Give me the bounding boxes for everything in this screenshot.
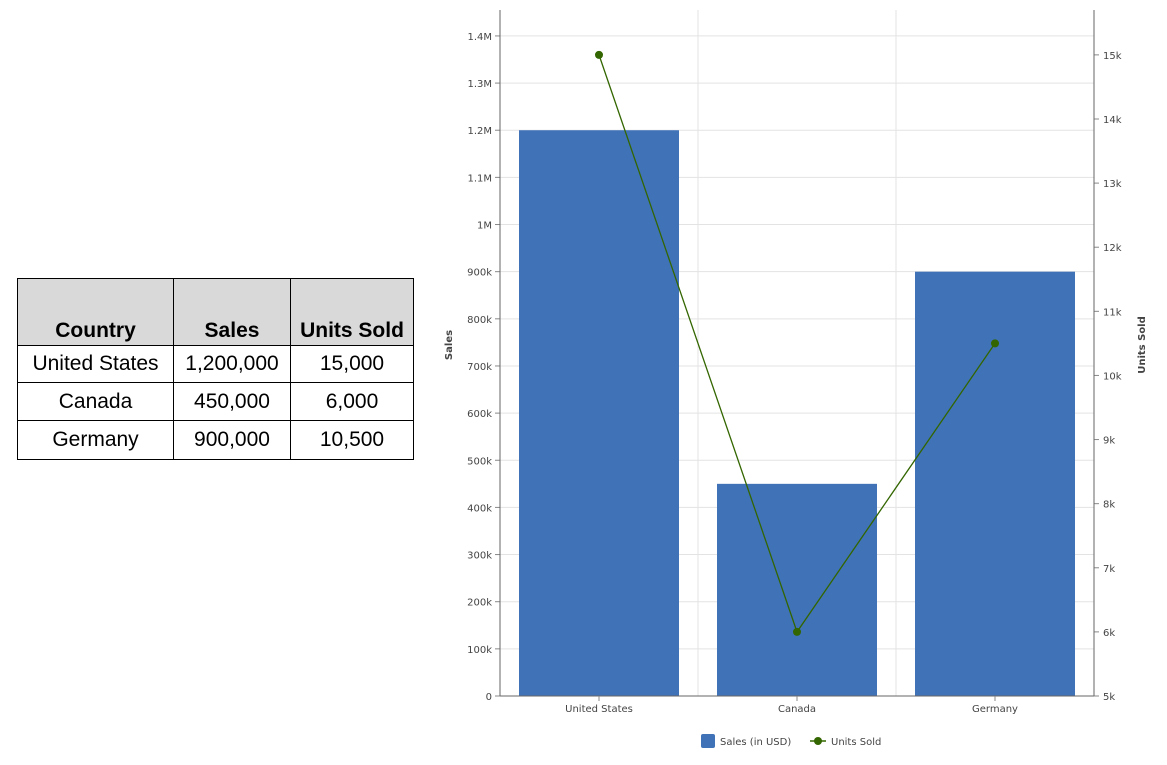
legend-sales-swatch [701,734,715,748]
y-tick-label: 500k [467,456,492,467]
y2-axis-title: Units Sold [1137,316,1148,374]
y2-tick-label: 6k [1103,628,1115,639]
y2-tick-label: 13k [1103,179,1122,190]
cell: 15,000 [290,345,414,383]
legend-units-label: Units Sold [831,737,881,748]
cell: 450,000 [173,382,291,421]
y-tick-label: 900k [467,268,492,279]
header-country: Country [17,278,174,346]
y-tick-label: 400k [467,503,492,514]
y-tick-label: 300k [467,551,492,562]
cell: 6,000 [290,382,414,421]
table-header-row: Country Sales Units Sold [17,278,414,346]
y2-tick-label: 10k [1103,371,1122,382]
cell: 10,500 [290,420,414,460]
y-tick-label: 1.2M [467,126,492,137]
y-tick-label: 1.1M [467,173,492,184]
y-axis-title: Sales [444,330,455,360]
y2-tick-label: 5k [1103,692,1115,703]
y2-tick-label: 7k [1103,564,1115,575]
y-tick-label: 1.4M [467,32,492,43]
y-tick-label: 600k [467,409,492,420]
bar-germany [915,271,1075,696]
y-tick-label: 100k [467,645,492,656]
y2-tick-label: 9k [1103,436,1115,447]
cell: Germany [17,420,174,460]
y-tick-label: 1.3M [467,79,492,90]
y2-tick-label: 15k [1103,51,1122,62]
units-sold-point [793,627,801,636]
y-tick-label: 700k [467,362,492,373]
legend-sales-label: Sales (in USD) [720,737,791,748]
x-tick-label: Canada [778,704,816,715]
cell: United States [17,345,174,383]
y-tick-label: 200k [467,598,492,609]
table-row: Canada 450,000 6,000 [17,382,414,421]
legend-units-marker [814,737,822,745]
y2-tick-label: 11k [1103,307,1122,318]
y-tick-label: 0 [486,692,492,703]
bar-united-states [519,130,679,696]
y2-tick-label: 12k [1103,243,1122,254]
y2-tick-label: 8k [1103,500,1115,511]
y-tick-label: 800k [467,315,492,326]
cell: 1,200,000 [173,345,291,383]
x-tick-label: United States [565,704,633,715]
bar-canada [717,483,877,696]
units-sold-point [595,50,603,59]
y2-tick-label: 14k [1103,115,1122,126]
x-tick-label: Germany [972,704,1018,715]
data-table: Country Sales Units Sold United States 1,… [17,278,414,460]
cell: 900,000 [173,420,291,460]
table-row: Germany 900,000 10,500 [17,420,414,460]
table-row: United States 1,200,000 15,000 [17,345,414,383]
units-sold-point [991,339,999,348]
y-tick-label: 1M [477,221,492,232]
